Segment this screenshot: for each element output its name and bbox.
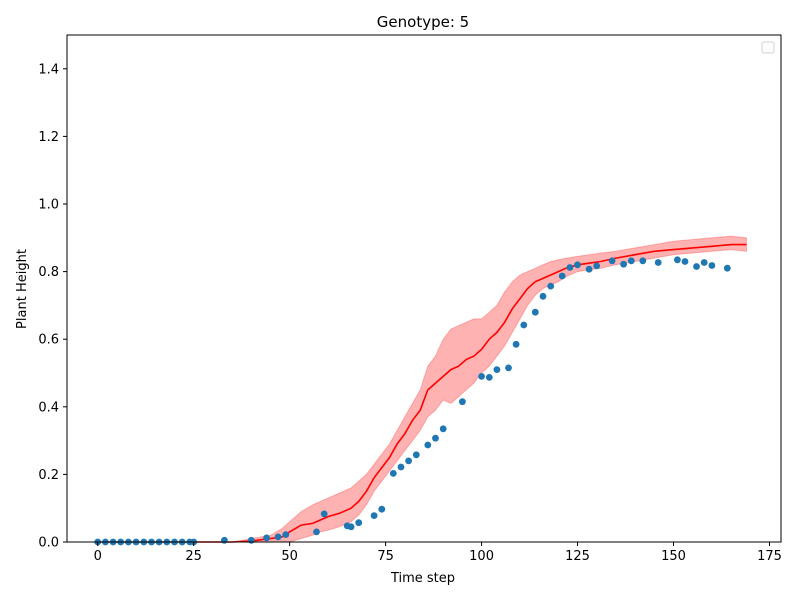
y-tick-label: 1.4	[38, 62, 59, 77]
y-axis-label: Plant Height	[15, 249, 30, 329]
data-point	[654, 259, 662, 266]
data-point	[639, 257, 647, 265]
data-point	[439, 425, 447, 433]
y-tick-label: 0.4	[38, 400, 59, 415]
data-point	[547, 282, 555, 290]
data-point	[708, 262, 716, 269]
data-point	[531, 308, 539, 316]
data-point	[263, 534, 270, 542]
y-tick-label: 1.2	[38, 130, 59, 145]
data-point	[405, 457, 412, 465]
data-point	[459, 398, 466, 406]
x-tick-label: 175	[757, 549, 782, 564]
y-axis: 0.0 0.2 0.4 0.6 0.8 1.0 1.2 1.4	[38, 62, 67, 551]
x-tick-label: 0	[94, 549, 102, 564]
data-point	[347, 523, 355, 531]
data-point	[320, 510, 328, 518]
data-point	[585, 265, 593, 273]
data-point	[378, 505, 386, 513]
x-tick-label: 100	[469, 549, 494, 564]
data-point	[485, 374, 493, 381]
data-point	[723, 264, 731, 272]
data-point	[370, 512, 378, 519]
y-tick-label: 0.0	[38, 536, 59, 551]
data-point	[389, 470, 397, 477]
x-axis-label: Time step	[390, 571, 455, 586]
x-tick-label: 25	[185, 549, 202, 564]
data-point	[505, 364, 512, 372]
y-tick-label: 0.6	[38, 333, 59, 348]
x-axis: 0 25 50 75 100 125 150 175	[94, 542, 782, 564]
data-point	[700, 259, 708, 266]
data-point	[693, 263, 700, 270]
y-tick-label: 1.0	[38, 198, 59, 213]
data-point	[397, 463, 405, 471]
data-point	[432, 434, 439, 442]
data-point	[574, 261, 581, 269]
data-point	[627, 257, 635, 265]
data-point	[424, 441, 432, 449]
data-point	[221, 536, 228, 544]
data-point	[558, 272, 566, 280]
x-tick-label: 125	[565, 549, 590, 564]
data-point	[412, 451, 420, 459]
data-point	[478, 373, 485, 380]
data-point	[566, 264, 574, 271]
data-point	[274, 533, 282, 541]
data-point	[681, 258, 689, 265]
data-point	[620, 260, 627, 268]
data-point	[608, 257, 616, 265]
data-point	[355, 519, 363, 527]
axes-frame	[66, 34, 782, 543]
x-tick-label: 75	[377, 549, 394, 564]
data-point	[282, 531, 290, 538]
confidence-band	[97, 235, 747, 543]
x-tick-label: 50	[281, 549, 298, 564]
plot-area	[94, 235, 747, 546]
data-point	[512, 340, 520, 348]
data-point	[593, 262, 601, 270]
x-tick-label: 150	[661, 549, 686, 564]
data-point	[493, 366, 501, 373]
y-tick-label: 0.2	[38, 468, 59, 483]
data-point	[674, 256, 681, 264]
data-point	[313, 528, 320, 536]
data-point	[539, 292, 547, 300]
data-point	[247, 536, 255, 544]
data-point	[520, 321, 528, 329]
mean-line	[97, 243, 747, 543]
chart-title: Genotype: 5	[377, 13, 469, 31]
legend-box	[761, 41, 775, 54]
y-tick-label: 0.8	[38, 265, 59, 280]
